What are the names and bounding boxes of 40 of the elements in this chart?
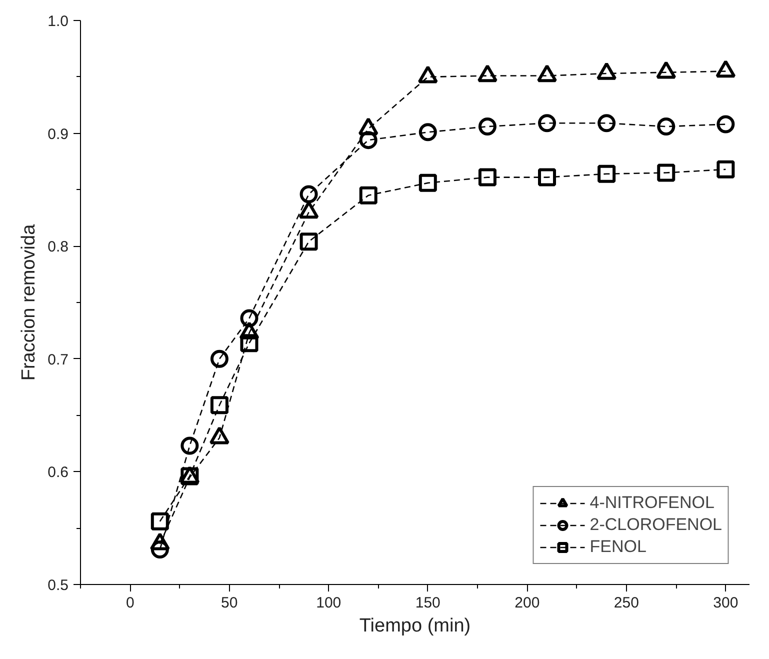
point	[300, 232, 318, 251]
point	[478, 118, 496, 136]
point	[598, 164, 616, 183]
x-tick-label: 150	[415, 594, 440, 612]
point	[478, 168, 496, 186]
point	[716, 115, 735, 134]
point	[538, 114, 556, 132]
point	[240, 309, 258, 328]
x-axis-title: Tiempo (min)	[359, 616, 471, 636]
x-tick-label: 250	[614, 594, 639, 612]
point	[716, 160, 735, 178]
x-tick-label: 200	[514, 594, 540, 612]
point	[359, 186, 378, 204]
point	[598, 114, 616, 132]
point	[657, 164, 676, 182]
x-tick-label: 0	[126, 594, 134, 612]
y-tick-label: 0.9	[48, 126, 69, 143]
point	[240, 334, 258, 352]
point	[150, 512, 169, 530]
legend-label: 4-NITROFENOL	[590, 493, 714, 513]
y-tick-label: 0.6	[48, 464, 69, 482]
y-tick-label: 0.5	[48, 577, 69, 594]
x-tick-label: 100	[316, 594, 342, 612]
point	[180, 436, 199, 455]
x-tick-label: 50	[221, 594, 238, 612]
y-tick-label: 0.7	[48, 351, 69, 368]
point	[210, 350, 228, 368]
point	[359, 131, 378, 150]
legend-label: 2-CLOROFENOL	[590, 515, 722, 535]
point	[418, 174, 437, 192]
legend-label: FENOL	[590, 537, 646, 557]
point	[657, 118, 676, 136]
point	[418, 123, 437, 142]
point	[538, 168, 556, 186]
x-tick-label: 300	[713, 594, 738, 612]
y-tick-label: 1.0	[48, 13, 69, 30]
point	[210, 396, 228, 414]
y-axis-title: Fraccion removida	[18, 224, 40, 381]
point	[300, 185, 318, 204]
y-tick-label: 0.8	[48, 238, 69, 256]
